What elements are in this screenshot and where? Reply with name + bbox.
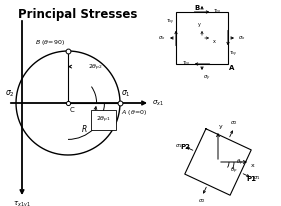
Text: $\sigma_1$: $\sigma_1$ xyxy=(175,142,183,150)
Text: $\sigma_y$: $\sigma_y$ xyxy=(203,74,210,83)
Text: $\sigma_{x1}$: $\sigma_{x1}$ xyxy=(152,98,164,108)
Text: x: x xyxy=(213,39,216,44)
Text: C: C xyxy=(70,107,75,113)
Text: y: y xyxy=(198,22,201,27)
Text: $2\theta_{p2}$: $2\theta_{p2}$ xyxy=(88,63,103,73)
Text: $\sigma_2$: $\sigma_2$ xyxy=(230,119,238,126)
Text: $\tau_{xy}$: $\tau_{xy}$ xyxy=(229,49,238,59)
Text: $\tau_{yx}$: $\tau_{yx}$ xyxy=(213,7,222,17)
Text: $\theta_p$: $\theta_p$ xyxy=(236,158,244,168)
Text: P1: P1 xyxy=(246,176,256,182)
Text: y: y xyxy=(219,124,223,129)
Text: R: R xyxy=(82,125,87,134)
Text: $2\theta_{p1}$: $2\theta_{p1}$ xyxy=(96,115,111,125)
Text: x: x xyxy=(251,163,255,168)
Text: A: A xyxy=(229,65,234,71)
Text: P2: P2 xyxy=(180,144,190,150)
Text: $\sigma_1$: $\sigma_1$ xyxy=(121,89,131,99)
Bar xyxy=(176,12,228,64)
Text: $\sigma_1$: $\sigma_1$ xyxy=(253,174,261,182)
Text: $\theta_p$: $\theta_p$ xyxy=(230,166,238,176)
Text: $\tau_{xy}$: $\tau_{xy}$ xyxy=(166,17,175,27)
Text: B: B xyxy=(195,5,200,11)
Text: $\sigma_2$: $\sigma_2$ xyxy=(198,197,206,205)
Text: $\tau_{x1y1}$: $\tau_{x1y1}$ xyxy=(13,200,31,206)
Text: $\sigma_2$: $\sigma_2$ xyxy=(5,89,15,99)
Text: $A\ (\theta\!=\!0)$: $A\ (\theta\!=\!0)$ xyxy=(121,108,147,117)
Text: $\sigma_x$: $\sigma_x$ xyxy=(158,34,166,42)
Text: Principal Stresses: Principal Stresses xyxy=(18,8,138,21)
Text: $\sigma_y$: $\sigma_y$ xyxy=(203,0,210,2)
Text: $B\ (\theta\!=\!90)$: $B\ (\theta\!=\!90)$ xyxy=(35,38,65,47)
Text: $\tau_{yx}$: $\tau_{yx}$ xyxy=(182,59,191,69)
Text: $\sigma_x$: $\sigma_x$ xyxy=(238,34,246,42)
